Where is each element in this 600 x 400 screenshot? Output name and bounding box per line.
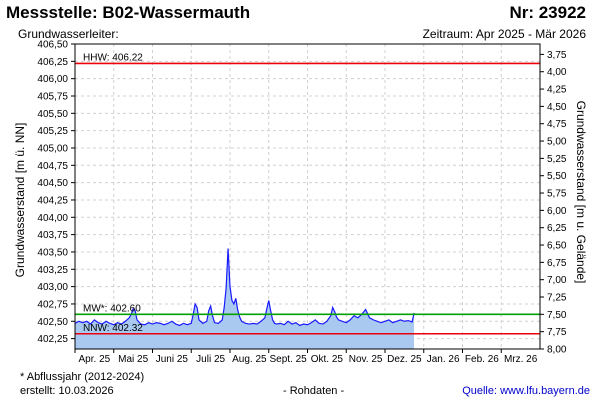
y-tick-label: 402,75: [37, 299, 68, 310]
y2-tick-label: 3,75: [547, 50, 567, 61]
reference-label: NNW: 402.32: [83, 323, 143, 334]
y-axis-label: Grundwasserstand [m ü. NN]: [13, 123, 27, 278]
y2-tick-label: 8,00: [547, 345, 567, 356]
y-tick-label: 403,50: [37, 247, 68, 258]
y2-tick-label: 5,25: [547, 154, 567, 165]
footnote: * Abflussjahr (2012-2024): [20, 371, 145, 383]
y2-tick-label: 5,75: [547, 189, 567, 200]
source-label: Quelle:: [462, 385, 501, 397]
y-tick-label: 405,50: [37, 109, 68, 120]
y-tick-label: 404,50: [37, 178, 68, 189]
x-tick-label: Juli 25: [196, 354, 225, 365]
y-tick-label: 403,00: [37, 282, 68, 293]
page-title: Messstelle: B02-Wassermauth: [6, 3, 251, 22]
created-date: erstellt: 10.03.2026: [20, 385, 114, 397]
y2-tick-label: 6,50: [547, 241, 567, 252]
source-link[interactable]: www.lfu.bayern.de: [500, 385, 590, 397]
y-tick-label: 406,50: [37, 40, 68, 51]
y-tick-label: 404,00: [37, 213, 68, 224]
rawdata-label: - Rohdaten -: [283, 385, 345, 397]
reference-label: MW*: 402.60: [83, 303, 141, 314]
reference-lines: HHW: 406.22 MW*: 402.60 NNW: 402.32: [75, 52, 540, 335]
y2-tick-label: 4,50: [547, 102, 567, 113]
station-number: Nr: 23922: [509, 3, 586, 22]
source: Quelle: www.lfu.bayern.de: [462, 385, 590, 397]
data-area: [74, 248, 415, 349]
y2-tick-label: 4,00: [547, 67, 567, 78]
y-tick-label: 403,75: [37, 230, 68, 241]
reference-label: HHW: 406.22: [83, 52, 143, 63]
x-tick-label: Sept. 25: [269, 354, 307, 365]
aquifer-label: Grundwasserleiter:: [18, 27, 119, 41]
y-tick-label: 403,25: [37, 265, 68, 276]
x-tick-label: Okt. 25: [311, 354, 344, 365]
x-axis: Apr. 25 Mai 25 Juni 25 Juli 25 Aug. 25 Sept. …: [74, 349, 538, 365]
y-tick-label: 405,00: [37, 143, 68, 154]
y-tick-label: 405,25: [37, 126, 68, 137]
x-tick-label: Feb. 26: [465, 354, 499, 365]
x-tick-label: Mrz. 26: [504, 354, 538, 365]
data-series-line: [74, 248, 415, 327]
x-tick-label: Mai 25: [118, 354, 148, 365]
y2-tick-label: 7,50: [547, 310, 567, 321]
y-tick-label: 405,75: [37, 91, 68, 102]
y2-tick-label: 4,75: [547, 119, 567, 130]
y2-tick-label: 7,00: [547, 275, 567, 286]
x-tick-label: Jan. 26: [427, 354, 460, 365]
y2-tick-label: 6,75: [547, 258, 567, 269]
y2-tick-label: 5,00: [547, 137, 567, 148]
y-tick-label: 406,00: [37, 74, 68, 85]
y2-tick-label: 7,75: [547, 327, 567, 338]
y2-tick-label: 6,00: [547, 206, 567, 217]
y-tick-label: 402,25: [37, 334, 68, 345]
period-label: Zeitraum: Apr 2025 - Mär 2026: [422, 27, 586, 41]
x-tick-label: Nov. 25: [349, 354, 383, 365]
y-tick-label: 406,25: [37, 57, 68, 68]
y-axis-right: 3,75 4,00 4,25 4,50 4,75 5,00 5,25 5,50 5,75 6,00…: [540, 50, 567, 356]
y-tick-label: 404,75: [37, 161, 68, 172]
x-tick-label: Aug. 25: [232, 354, 267, 365]
x-tick-label: Juni 25: [156, 354, 189, 365]
x-tick-label: Dez. 25: [387, 354, 422, 365]
y2-tick-label: 6,25: [547, 223, 567, 234]
y-tick-label: 402,50: [37, 317, 68, 328]
grid-lines: [74, 43, 541, 349]
x-tick-label: Apr. 25: [79, 354, 111, 365]
y2-tick-label: 7,25: [547, 293, 567, 304]
y2-tick-label: 4,25: [547, 85, 567, 96]
y2-tick-label: 5,50: [547, 171, 567, 182]
y2-axis-label: Grundwasserstand [m u. Gelände]: [574, 101, 588, 284]
y-tick-label: 404,25: [37, 195, 68, 206]
y-axis-left: 406,50 406,25 406,00 405,75 405,50 405,25 405,…: [37, 40, 75, 345]
